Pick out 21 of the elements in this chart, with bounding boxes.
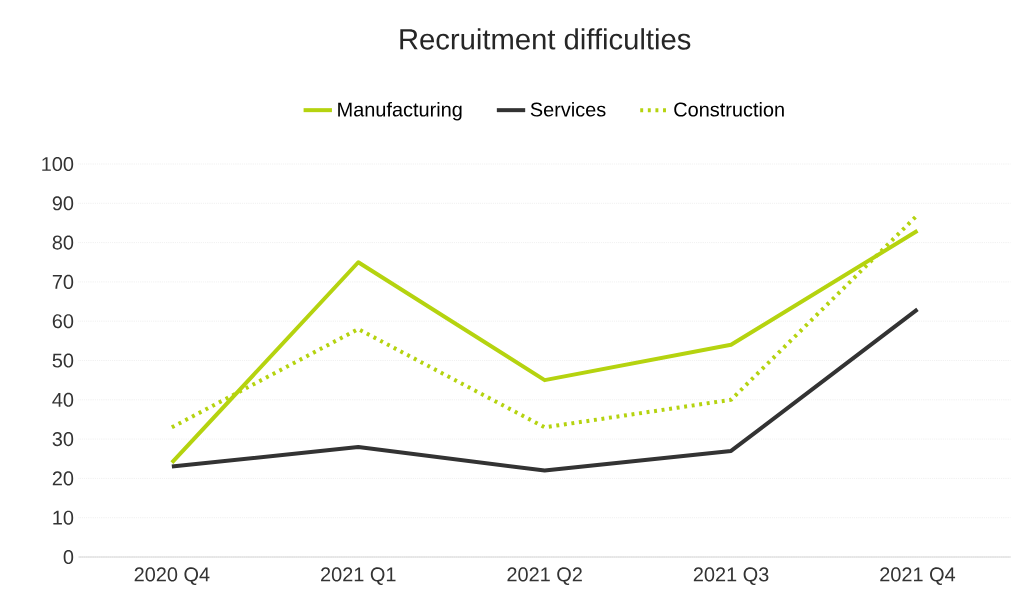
y-tick-label: 90 (52, 196, 74, 211)
x-tick-label: 2021 Q4 (880, 567, 956, 586)
x-tick-label: 2021 Q3 (693, 567, 769, 586)
y-tick-label: 60 (52, 314, 74, 329)
y-tick-label: 40 (52, 392, 74, 407)
line-series (169, 307, 920, 473)
y-tick-label: 50 (52, 353, 74, 368)
y-tick-label: 20 (52, 471, 74, 486)
legend-label: Services (530, 101, 606, 117)
x-tick-label: 2021 Q2 (507, 567, 582, 586)
y-tick-label: 0 (63, 549, 74, 565)
y-tick-label: 30 (52, 432, 74, 447)
y-tick-label: 100 (42, 156, 74, 172)
y-tick-label: 70 (52, 274, 74, 289)
x-tick-label: 2020 Q4 (134, 567, 210, 586)
y-tick-label: 10 (53, 510, 74, 525)
x-tick-label: 2021 Q1 (321, 567, 396, 586)
legend-label: Manufacturing (338, 101, 462, 121)
chart-title: Recruitment difficulties (400, 28, 691, 50)
y-tick-label: 80 (52, 235, 74, 250)
legend-label: Construction (674, 101, 784, 117)
